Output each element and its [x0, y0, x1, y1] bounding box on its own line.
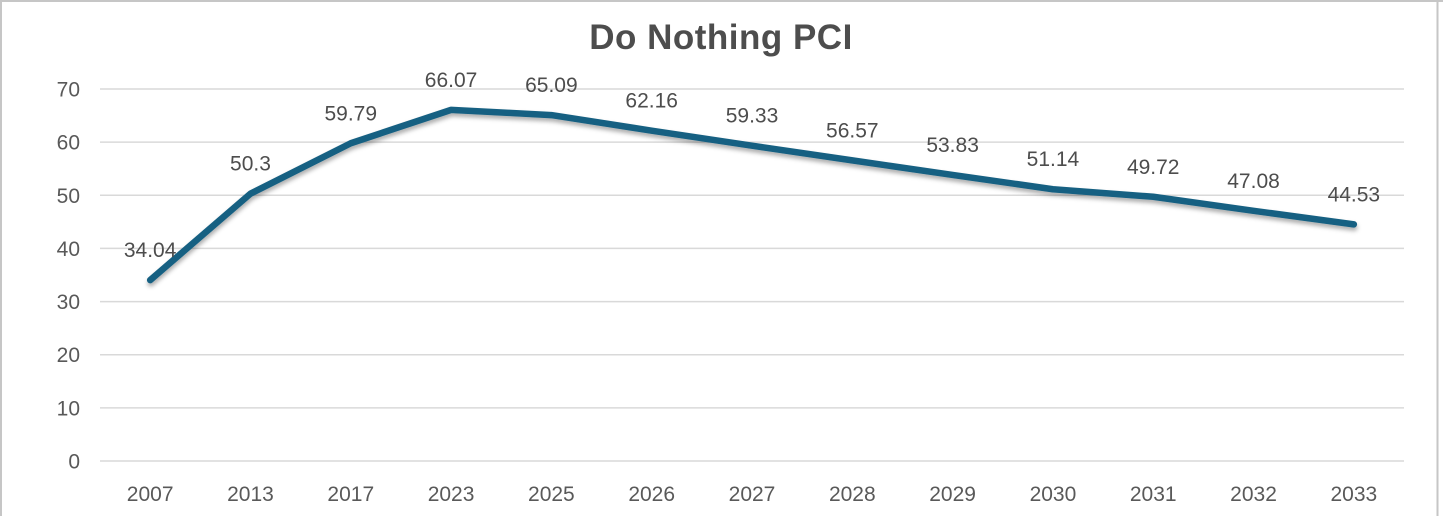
data-label: 66.07 — [425, 69, 478, 92]
y-axis-tick-label: 70 — [57, 79, 80, 102]
y-axis-tick-label: 10 — [57, 397, 80, 420]
data-labels: 34.04 50.3 59.79 66.07 65.09 62.16 59.33 56.57 5… — [124, 69, 1380, 262]
data-label: 51.14 — [1027, 148, 1080, 171]
x-axis-tick-label: 2007 — [127, 483, 174, 506]
y-axis-tick-label: 20 — [57, 344, 80, 367]
data-label: 34.04 — [124, 239, 177, 262]
x-axis-tick-label: 2023 — [428, 483, 475, 506]
x-axis-tick-label: 2032 — [1230, 483, 1277, 506]
y-axis-tick-label: 60 — [57, 132, 80, 155]
chart-title: Do Nothing PCI — [589, 18, 853, 57]
x-axis-tick-label: 2028 — [829, 483, 876, 506]
x-axis-tick-label: 2017 — [327, 483, 374, 506]
data-label: 65.09 — [525, 74, 578, 97]
series-line — [146, 106, 1358, 284]
y-axis-tick-label: 40 — [57, 238, 80, 261]
x-axis-tick-label: 2026 — [628, 483, 675, 506]
data-label: 47.08 — [1227, 170, 1280, 193]
data-label: 56.57 — [826, 119, 879, 142]
y-axis-tick-label: 30 — [57, 291, 80, 314]
data-label: 50.3 — [230, 153, 271, 176]
x-axis-tick-label: 2025 — [528, 483, 575, 506]
data-label: 53.83 — [926, 134, 979, 157]
y-axis-tick-label: 50 — [57, 185, 80, 208]
x-axis-tick-label: 2029 — [929, 483, 976, 506]
data-label: 59.79 — [324, 102, 377, 125]
gridlines — [100, 88, 1404, 462]
y-axis-tick-label: 0 — [68, 451, 80, 474]
y-axis-labels: 0 10 20 30 40 50 60 70 — [57, 79, 80, 474]
data-label: 59.33 — [726, 105, 779, 128]
x-axis-labels: 2007 2013 2017 2023 2025 2026 2027 2028 2029 2030… — [127, 483, 1377, 506]
data-label: 44.53 — [1328, 183, 1381, 206]
x-axis-tick-label: 2031 — [1130, 483, 1177, 506]
x-axis-tick-label: 2013 — [227, 483, 274, 506]
data-label: 62.16 — [625, 90, 678, 113]
data-label: 49.72 — [1127, 156, 1180, 179]
x-axis-tick-label: 2027 — [729, 483, 776, 506]
x-axis-tick-label: 2030 — [1030, 483, 1077, 506]
x-axis-tick-label: 2033 — [1330, 483, 1377, 506]
